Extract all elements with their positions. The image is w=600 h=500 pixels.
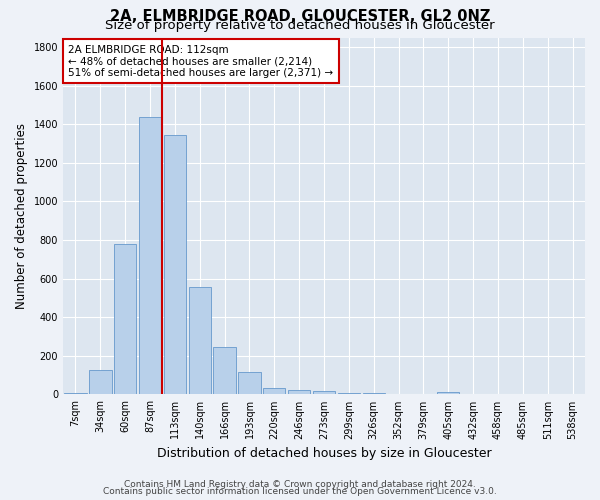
Text: 2A, ELMBRIDGE ROAD, GLOUCESTER, GL2 0NZ: 2A, ELMBRIDGE ROAD, GLOUCESTER, GL2 0NZ bbox=[110, 9, 490, 24]
Bar bbox=[89, 370, 112, 394]
Bar bbox=[139, 116, 161, 394]
Text: 2A ELMBRIDGE ROAD: 112sqm
← 48% of detached houses are smaller (2,214)
51% of se: 2A ELMBRIDGE ROAD: 112sqm ← 48% of detac… bbox=[68, 44, 334, 78]
Bar bbox=[263, 388, 286, 394]
Bar bbox=[362, 393, 385, 394]
Bar bbox=[338, 392, 360, 394]
Y-axis label: Number of detached properties: Number of detached properties bbox=[15, 123, 28, 309]
Bar bbox=[64, 392, 86, 394]
X-axis label: Distribution of detached houses by size in Gloucester: Distribution of detached houses by size … bbox=[157, 447, 491, 460]
Text: Contains HM Land Registry data © Crown copyright and database right 2024.: Contains HM Land Registry data © Crown c… bbox=[124, 480, 476, 489]
Text: Size of property relative to detached houses in Gloucester: Size of property relative to detached ho… bbox=[105, 19, 495, 32]
Bar bbox=[313, 390, 335, 394]
Text: Contains public sector information licensed under the Open Government Licence v3: Contains public sector information licen… bbox=[103, 487, 497, 496]
Bar bbox=[164, 135, 186, 394]
Bar bbox=[114, 244, 136, 394]
Bar bbox=[288, 390, 310, 394]
Bar bbox=[238, 372, 260, 394]
Bar bbox=[437, 392, 460, 394]
Bar bbox=[214, 347, 236, 395]
Bar bbox=[188, 288, 211, 395]
